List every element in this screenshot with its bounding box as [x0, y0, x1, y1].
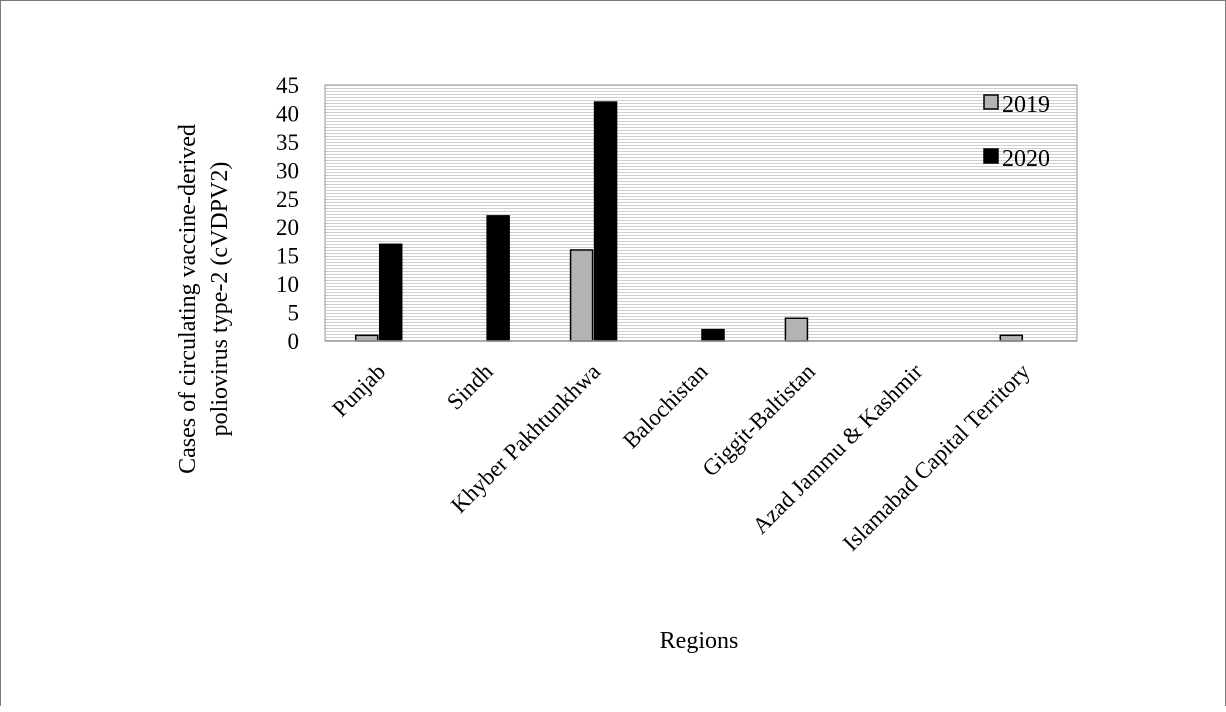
plot-area — [324, 84, 1078, 342]
x-tick-label: Punjab — [327, 359, 390, 422]
y-tick-label: 25 — [276, 187, 299, 212]
legend-label-2020: 2020 — [1002, 146, 1050, 172]
y-tick-label: 5 — [288, 301, 300, 326]
y-tick-label: 15 — [276, 244, 299, 269]
y-tick-label: 45 — [276, 73, 299, 98]
bar-2020-sindh — [486, 215, 510, 342]
x-tick-label: Sindh — [442, 359, 498, 415]
y-tick-label: 10 — [276, 272, 299, 297]
y-tick-label: 0 — [288, 329, 300, 354]
bar-2019-giggit-baltistan — [784, 317, 809, 342]
x-tick-label: Islamabad Capital Territory — [838, 359, 1035, 556]
legend: 2019 2020 — [983, 92, 1050, 172]
x-axis-title: Regions — [660, 628, 739, 654]
y-tick-label: 30 — [276, 158, 299, 183]
bar-2020-khyber-pakhtunkhwa — [593, 101, 618, 342]
legend-label-2019: 2019 — [1002, 92, 1050, 118]
bar-2019-punjab — [354, 334, 379, 342]
x-tick-label: Giggit-Baltistan — [697, 359, 820, 482]
bar-2020-balochistan — [701, 328, 725, 342]
x-tick-label: Balochistan — [618, 359, 713, 454]
y-tick-label: 35 — [276, 130, 299, 155]
y-tick-label: 40 — [276, 101, 299, 126]
bar-2019-islamabad-capital-territory — [999, 334, 1024, 342]
y-axis-title-line-2: poliovirus type-2 (cVDPV2) — [207, 162, 233, 437]
y-axis-title-line-1: Cases of circulating vaccine-derived — [175, 124, 201, 474]
legend-swatch-2020 — [983, 148, 999, 164]
legend-swatch-2019 — [983, 94, 999, 110]
bar-2020-punjab — [378, 243, 403, 342]
y-tick-label: 20 — [276, 215, 299, 240]
bar-2019-khyber-pakhtunkhwa — [569, 249, 594, 342]
